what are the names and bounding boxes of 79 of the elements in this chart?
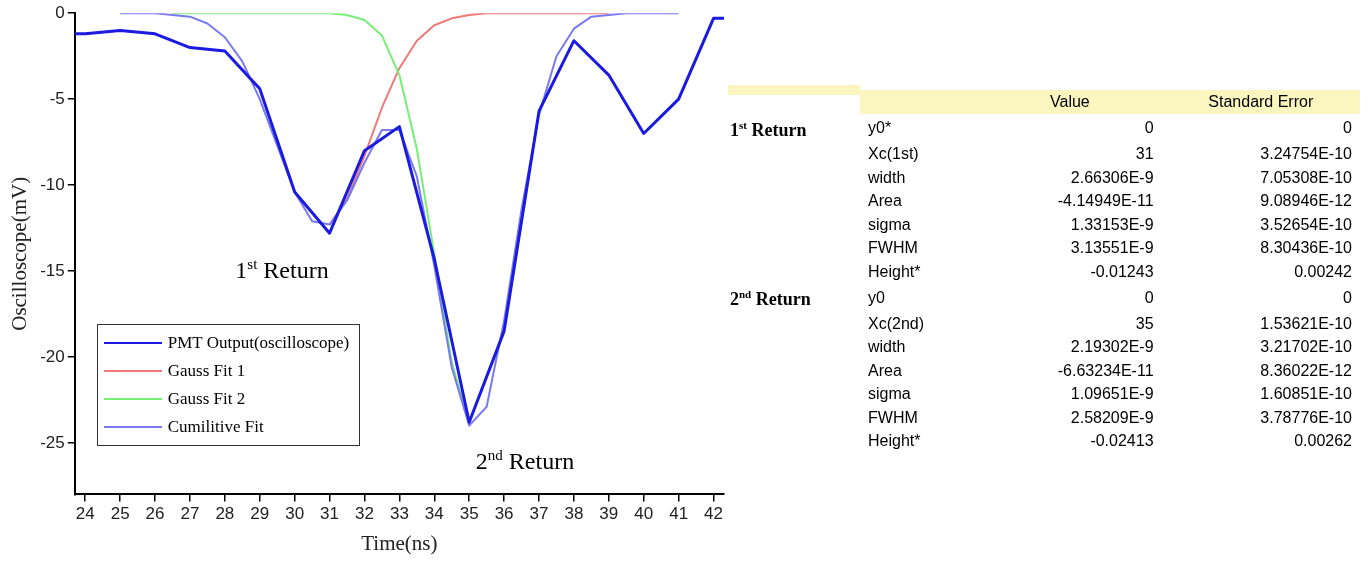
text: 2.19302E-9 [1070,338,1154,355]
x-tick-label: 27 [180,504,200,524]
x-tick-label: 25 [110,504,130,524]
text: FWHM [868,408,918,426]
y-axis-title: Oscilloscope(mV) [7,176,32,331]
text: 0 [1343,288,1352,306]
text: -4.14949E-11 [1057,192,1154,209]
text: Area [868,192,902,209]
text: width [868,338,906,355]
x-tick-label: 36 [494,504,514,524]
text: sigma [868,385,911,402]
legend-label: Gauss Fit 1 [167,361,246,382]
x-axis-title: Time(ns) [361,530,438,555]
legend-label: PMT Output(oscilloscope) [167,333,350,354]
text: 1$^{st}$ Return [730,118,807,140]
legend-label: Cumilitive Fit [167,417,264,438]
text: 1.33153E-9 [1070,215,1154,233]
text: Xc(2nd) [868,314,925,332]
annotation: 2$^{nd}$ Return [475,447,575,475]
x-tick-label: 29 [250,504,270,524]
x-tick-label: 40 [634,504,654,524]
text: -6.63234E-11 [1057,361,1154,379]
text: 0 [1343,119,1352,136]
y-tick-label: -5 [49,88,65,108]
text: Height* [868,432,921,449]
x-tick-label: 32 [355,504,374,524]
text: 31 [1135,145,1154,162]
text: 0 [1144,119,1154,136]
text: 0.00242 [1294,262,1352,280]
text: 8.30436E-10 [1260,239,1352,256]
x-tick-label: 24 [75,504,95,524]
text: 2$^{nd}$ Return [730,288,811,309]
x-tick-label: 35 [459,504,479,524]
text: width [868,168,906,186]
x-tick-label: 33 [389,504,409,524]
text: -0.01243 [1090,262,1154,280]
text: 3.78776E-10 [1260,408,1352,426]
text: 3.13551E-9 [1070,239,1154,256]
text: y0 [868,288,885,306]
text: 1.60851E-10 [1260,385,1352,402]
text: 0 [1144,288,1154,306]
text: Xc(1st) [868,145,919,162]
x-tick-label: 37 [529,504,549,524]
x-tick-label: 30 [285,504,305,524]
text: Area [868,361,902,379]
text: 1.53621E-10 [1260,314,1352,332]
text: 35 [1135,314,1154,332]
annotation: 1$^{st}$ Return [235,256,329,284]
x-tick-label: 31 [320,504,340,524]
x-tick-label: 41 [669,504,689,524]
x-tick-label: 38 [564,504,584,524]
text: 8.36022E-12 [1260,361,1352,379]
text: 9.08946E-12 [1260,192,1352,209]
text: -0.02413 [1090,432,1154,449]
text: 3.52654E-10 [1260,215,1352,233]
category-label: Standard Error [1161,90,1360,114]
text: y0* [868,119,892,136]
text: 2.66306E-9 [1070,168,1154,186]
y-tick-label: -15 [40,260,65,280]
text: 1.09651E-9 [1070,385,1154,402]
y-tick-label: -20 [40,346,65,366]
text: 2.58209E-9 [1070,408,1154,426]
text: Height* [868,262,921,280]
y-tick-label: -10 [40,174,65,194]
category-label: Value [978,90,1162,114]
y-tick-label: -25 [40,432,65,452]
text: 3.24754E-10 [1260,145,1352,162]
text: FWHM [868,239,918,256]
text: 7.05308E-10 [1260,168,1352,186]
text: sigma [868,215,911,233]
legend-label: Gauss Fit 2 [167,389,246,410]
text: 3.21702E-10 [1260,338,1352,355]
text: 0.00262 [1294,432,1352,449]
y-tick-label: 0 [55,2,65,22]
x-tick-label: 42 [704,504,723,524]
x-tick-label: 39 [599,504,619,524]
x-tick-label: 26 [145,504,165,524]
x-tick-label: 28 [215,504,235,524]
x-tick-label: 34 [424,504,444,524]
